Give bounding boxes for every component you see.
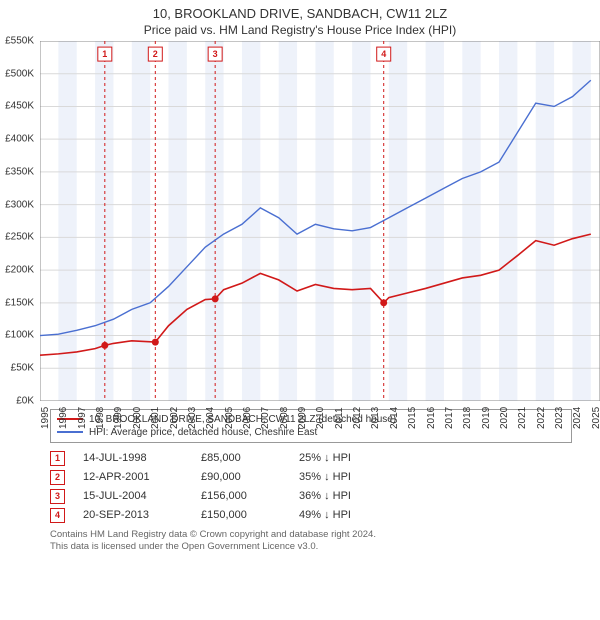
svg-text:1: 1: [102, 49, 107, 59]
y-axis-tick: £50K: [0, 363, 34, 374]
sale-marker-box: 4: [50, 508, 65, 523]
svg-text:3: 3: [213, 49, 218, 59]
footer-line-1: Contains HM Land Registry data © Crown c…: [50, 529, 572, 541]
x-axis-tick: 2010: [315, 407, 326, 429]
sale-date: 15-JUL-2004: [83, 490, 183, 502]
x-axis-tick: 2018: [462, 407, 473, 429]
x-axis-tick: 2000: [132, 407, 143, 429]
y-axis-tick: £400K: [0, 134, 34, 145]
chart-plot-area: 1234 £0K£50K£100K£150K£200K£250K£300K£35…: [40, 41, 600, 401]
sale-comparison: 36% ↓ HPI: [299, 490, 389, 502]
sale-comparison: 49% ↓ HPI: [299, 509, 389, 521]
x-axis-tick: 2020: [499, 407, 510, 429]
sales-table: 1 14-JUL-1998 £85,000 25% ↓ HPI 2 12-APR-2001…: [50, 449, 572, 525]
y-axis-tick: £250K: [0, 232, 34, 243]
sale-comparison: 25% ↓ HPI: [299, 452, 389, 464]
sale-marker-box: 3: [50, 489, 65, 504]
chart-container: 10, BROOKLAND DRIVE, SANDBACH, CW11 2LZ …: [0, 0, 600, 620]
y-axis-tick: £350K: [0, 166, 34, 177]
x-axis-tick: 2025: [591, 407, 600, 429]
sale-price: £85,000: [201, 452, 281, 464]
x-axis-tick: 2002: [169, 407, 180, 429]
sale-date: 14-JUL-1998: [83, 452, 183, 464]
x-axis-tick: 2022: [536, 407, 547, 429]
sale-date: 20-SEP-2013: [83, 509, 183, 521]
x-axis-tick: 2021: [517, 407, 528, 429]
sale-row: 3 15-JUL-2004 £156,000 36% ↓ HPI: [50, 487, 572, 506]
sale-row: 1 14-JUL-1998 £85,000 25% ↓ HPI: [50, 449, 572, 468]
x-axis-tick: 2013: [370, 407, 381, 429]
x-axis-tick: 2017: [444, 407, 455, 429]
sale-row: 2 12-APR-2001 £90,000 35% ↓ HPI: [50, 468, 572, 487]
x-axis-tick: 2009: [297, 407, 308, 429]
footer-text: Contains HM Land Registry data © Crown c…: [50, 529, 572, 554]
sale-price: £90,000: [201, 471, 281, 483]
y-axis-tick: £0K: [0, 395, 34, 406]
legend-swatch: [57, 431, 83, 433]
sale-row: 4 20-SEP-2013 £150,000 49% ↓ HPI: [50, 506, 572, 525]
x-axis-tick: 1995: [40, 407, 51, 429]
x-axis-tick: 2015: [407, 407, 418, 429]
sale-marker-box: 2: [50, 470, 65, 485]
x-axis-tick: 2014: [389, 407, 400, 429]
chart-svg: 1 2 3 4: [40, 41, 600, 401]
chart-title: 10, BROOKLAND DRIVE, SANDBACH, CW11 2LZ: [8, 6, 592, 23]
x-axis-tick: 2023: [554, 407, 565, 429]
y-axis-tick: £300K: [0, 199, 34, 210]
x-axis-tick: 1996: [58, 407, 69, 429]
x-axis-tick: 2011: [334, 407, 345, 429]
sale-date: 12-APR-2001: [83, 471, 183, 483]
y-axis-tick: £100K: [0, 330, 34, 341]
y-axis-tick: £500K: [0, 68, 34, 79]
y-axis-tick: £150K: [0, 297, 34, 308]
legend-box: 10, BROOKLAND DRIVE, SANDBACH, CW11 2LZ …: [50, 409, 572, 443]
x-axis-tick: 2005: [224, 407, 235, 429]
sale-comparison: 35% ↓ HPI: [299, 471, 389, 483]
x-axis-tick: 1997: [77, 407, 88, 429]
x-axis-tick: 2008: [279, 407, 290, 429]
svg-text:4: 4: [381, 49, 386, 59]
x-axis-tick: 2007: [260, 407, 271, 429]
x-axis-tick: 2004: [205, 407, 216, 429]
x-axis-tick: 2001: [150, 407, 161, 429]
sale-price: £150,000: [201, 509, 281, 521]
x-axis-tick: 2019: [481, 407, 492, 429]
y-axis-tick: £450K: [0, 101, 34, 112]
x-axis-tick: 1998: [95, 407, 106, 429]
y-axis-tick: £550K: [0, 35, 34, 46]
svg-text:2: 2: [153, 49, 158, 59]
sale-price: £156,000: [201, 490, 281, 502]
x-axis-tick: 1999: [113, 407, 124, 429]
x-axis-tick: 2024: [572, 407, 583, 429]
sale-marker-box: 1: [50, 451, 65, 466]
x-axis-tick: 2003: [187, 407, 198, 429]
y-axis-tick: £200K: [0, 264, 34, 275]
x-axis-tick: 2012: [352, 407, 363, 429]
x-axis-tick: 2016: [426, 407, 437, 429]
x-axis-tick: 2006: [242, 407, 253, 429]
chart-subtitle: Price paid vs. HM Land Registry's House …: [8, 23, 592, 37]
footer-line-2: This data is licensed under the Open Gov…: [50, 541, 572, 553]
